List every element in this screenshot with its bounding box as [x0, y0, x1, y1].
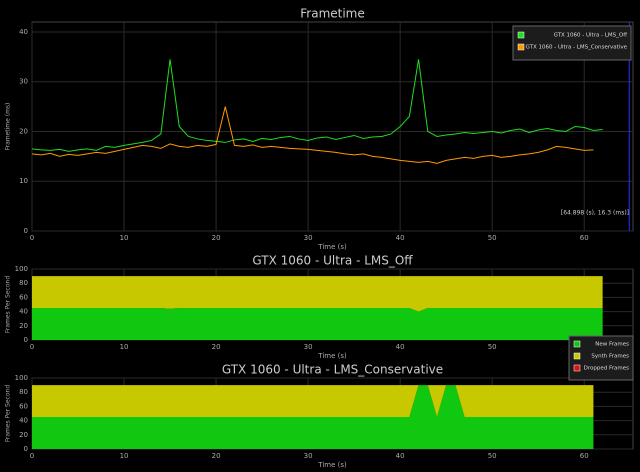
x-tick-label: 20	[212, 452, 221, 460]
y-tick-label: 80	[19, 279, 28, 287]
y-tick-label: 40	[19, 308, 28, 316]
x-tick-label: 30	[304, 343, 313, 351]
x-axis-label: Time (s)	[317, 352, 347, 360]
x-tick-label: 40	[396, 234, 405, 242]
y-tick-label: 40	[19, 28, 28, 36]
y-axis-label: Frames Per Second	[5, 385, 12, 442]
y-tick-label: 60	[19, 293, 28, 301]
legend-label: GTX 1060 - Ultra - LMS_Off	[554, 33, 628, 39]
x-tick-label: 40	[396, 343, 405, 351]
y-tick-label: 100	[15, 265, 28, 273]
legend-swatch	[517, 43, 525, 51]
x-tick-label: 40	[396, 452, 405, 460]
y-tick-label: 20	[19, 127, 28, 135]
x-tick-label: 0	[30, 343, 34, 351]
chart-title: Frametime	[300, 7, 365, 21]
x-tick-label: 10	[120, 343, 129, 351]
legend-swatch	[573, 364, 581, 372]
x-tick-label: 60	[580, 452, 589, 460]
x-tick-label: 50	[488, 343, 497, 351]
x-tick-label: 30	[304, 234, 313, 242]
x-tick-label: 50	[488, 234, 497, 242]
legend-label: Synth Frames	[591, 354, 629, 360]
cursor-annotation: [64.898 (s), 16.3 (ms)]	[561, 210, 629, 217]
y-tick-label: 20	[19, 322, 28, 330]
chart-title: GTX 1060 - Ultra - LMS_Off	[252, 254, 413, 268]
y-tick-label: 80	[19, 388, 28, 396]
legend-box	[512, 25, 632, 61]
area-series	[32, 308, 603, 340]
y-tick-label: 0	[24, 336, 28, 344]
x-axis-label: Time (s)	[317, 461, 347, 469]
chart-title: GTX 1060 - Ultra - LMS_Conservative	[222, 363, 443, 377]
y-tick-label: 40	[19, 417, 28, 425]
y-tick-label: 0	[24, 227, 28, 235]
legend-swatch	[573, 352, 581, 360]
y-tick-label: 60	[19, 402, 28, 410]
area-series	[32, 385, 594, 418]
x-tick-label: 20	[212, 343, 221, 351]
y-tick-label: 20	[19, 431, 28, 439]
x-tick-label: 0	[30, 452, 34, 460]
area-series	[32, 276, 603, 312]
x-tick-label: 10	[120, 234, 129, 242]
legend-label: GTX 1060 - Ultra - LMS_Conservative	[526, 45, 628, 51]
x-tick-label: 60	[580, 234, 589, 242]
y-axis-label: Frames Per Second	[5, 276, 12, 333]
y-axis-label: Frametime (ms)	[5, 103, 12, 151]
y-tick-label: 100	[15, 374, 28, 382]
y-tick-label: 10	[19, 177, 28, 185]
x-tick-label: 20	[212, 234, 221, 242]
y-tick-label: 30	[19, 78, 28, 86]
legend-swatch	[517, 31, 525, 39]
x-tick-label: 30	[304, 452, 313, 460]
legend-label: Dropped Frames	[584, 366, 629, 372]
line-series	[31, 106, 594, 164]
legend-swatch	[573, 340, 581, 348]
y-tick-label: 0	[24, 445, 28, 453]
line-series	[31, 59, 603, 152]
x-axis-label: Time (s)	[317, 243, 347, 251]
x-tick-label: 50	[488, 452, 497, 460]
x-tick-label: 10	[120, 452, 129, 460]
x-tick-label: 0	[30, 234, 34, 242]
legend-label: New Frames	[595, 342, 629, 348]
